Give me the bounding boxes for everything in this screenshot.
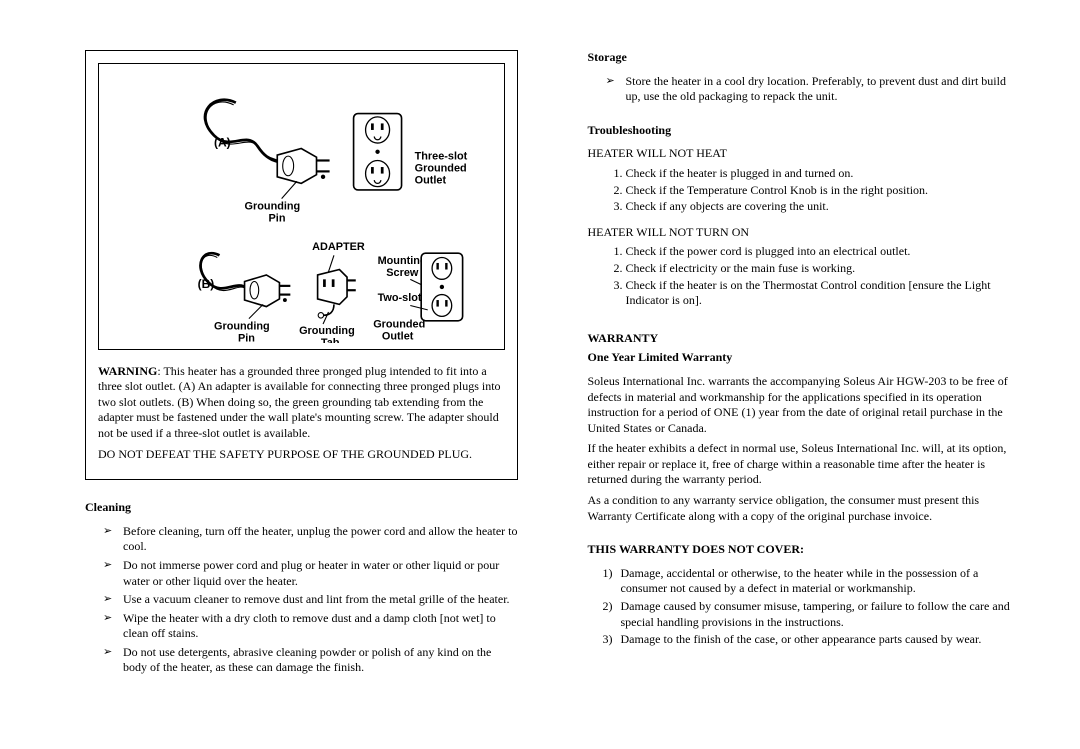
warranty-heading: WARRANTY bbox=[588, 331, 1021, 347]
ts1-title: HEATER WILL NOT HEAT bbox=[588, 146, 1021, 162]
warranty-p2: If the heater exhibits a defect in norma… bbox=[588, 441, 1021, 488]
list-item: Before cleaning, turn off the heater, un… bbox=[123, 524, 518, 555]
list-item: Do not immerse power cord and plug or he… bbox=[123, 558, 518, 589]
svg-text:Two-slot: Two-slot bbox=[378, 292, 422, 304]
not-cover-heading: THIS WARRANTY DOES NOT COVER: bbox=[588, 542, 1021, 558]
svg-text:Outlet: Outlet bbox=[415, 174, 447, 186]
list-item: Do not use detergents, abrasive cleaning… bbox=[123, 645, 518, 676]
svg-text:ADAPTER: ADAPTER bbox=[312, 241, 365, 253]
svg-text:Grounding: Grounding bbox=[214, 320, 270, 332]
warranty-p3: As a condition to any warranty service o… bbox=[588, 493, 1021, 524]
list-item: Store the heater in a cool dry location.… bbox=[626, 74, 1021, 105]
do-not-defeat: DO NOT DEFEAT THE SAFETY PURPOSE OF THE … bbox=[98, 447, 505, 463]
troubleshooting-heading: Troubleshooting bbox=[588, 123, 1021, 139]
svg-text:Pin: Pin bbox=[238, 332, 255, 342]
list-item: Check if any objects are covering the un… bbox=[626, 199, 1021, 215]
warning-label: WARNING bbox=[98, 364, 157, 378]
svg-text:Three-slot: Three-slot bbox=[415, 150, 468, 162]
warning-body: : This heater has a grounded three prong… bbox=[98, 364, 501, 440]
svg-text:Outlet: Outlet bbox=[382, 330, 414, 342]
cleaning-heading: Cleaning bbox=[85, 500, 518, 516]
warning-text: WARNING: This heater has a grounded thre… bbox=[98, 364, 505, 442]
ts1-list: Check if the heater is plugged in and tu… bbox=[588, 166, 1021, 215]
list-item: 3)Damage to the finish of the case, or o… bbox=[603, 632, 1021, 648]
not-cover-list: 1)Damage, accidental or otherwise, to th… bbox=[588, 566, 1021, 648]
list-item: Check if the power cord is plugged into … bbox=[626, 244, 1021, 260]
svg-text:Grounding: Grounding bbox=[299, 325, 355, 337]
warning-box: (A) Grounding Pin bbox=[85, 50, 518, 480]
storage-heading: Storage bbox=[588, 50, 1021, 66]
list-item: Check if the heater is plugged in and tu… bbox=[626, 166, 1021, 182]
warranty-sub: One Year Limited Warranty bbox=[588, 350, 1021, 366]
svg-text:Grounded: Grounded bbox=[373, 318, 425, 330]
list-item: Check if the heater is on the Thermostat… bbox=[626, 278, 1021, 309]
list-item: Wipe the heater with a dry cloth to remo… bbox=[123, 611, 518, 642]
right-column: Storage Store the heater in a cool dry l… bbox=[553, 50, 1051, 719]
list-item: Check if electricity or the main fuse is… bbox=[626, 261, 1021, 277]
cleaning-list: Before cleaning, turn off the heater, un… bbox=[85, 524, 518, 676]
svg-text:Grounding: Grounding bbox=[245, 201, 301, 213]
list-item: 1)Damage, accidental or otherwise, to th… bbox=[603, 566, 1021, 597]
left-column: (A) Grounding Pin bbox=[30, 50, 553, 719]
list-item: Check if the Temperature Control Knob is… bbox=[626, 183, 1021, 199]
warranty-p1: Soleus International Inc. warrants the a… bbox=[588, 374, 1021, 436]
svg-text:Grounded: Grounded bbox=[415, 162, 467, 174]
ts2-list: Check if the power cord is plugged into … bbox=[588, 244, 1021, 308]
svg-text:Pin: Pin bbox=[269, 213, 286, 225]
ts2-title: HEATER WILL NOT TURN ON bbox=[588, 225, 1021, 241]
svg-text:Screw: Screw bbox=[386, 267, 419, 279]
page: (A) Grounding Pin bbox=[0, 0, 1080, 749]
list-item: Use a vacuum cleaner to remove dust and … bbox=[123, 592, 518, 608]
svg-text:Tab: Tab bbox=[321, 337, 340, 343]
storage-list: Store the heater in a cool dry location.… bbox=[588, 74, 1021, 105]
svg-text:Mounting: Mounting bbox=[378, 255, 427, 267]
plug-diagram: (A) Grounding Pin bbox=[98, 63, 505, 350]
list-item: 2)Damage caused by consumer misuse, tamp… bbox=[603, 599, 1021, 630]
